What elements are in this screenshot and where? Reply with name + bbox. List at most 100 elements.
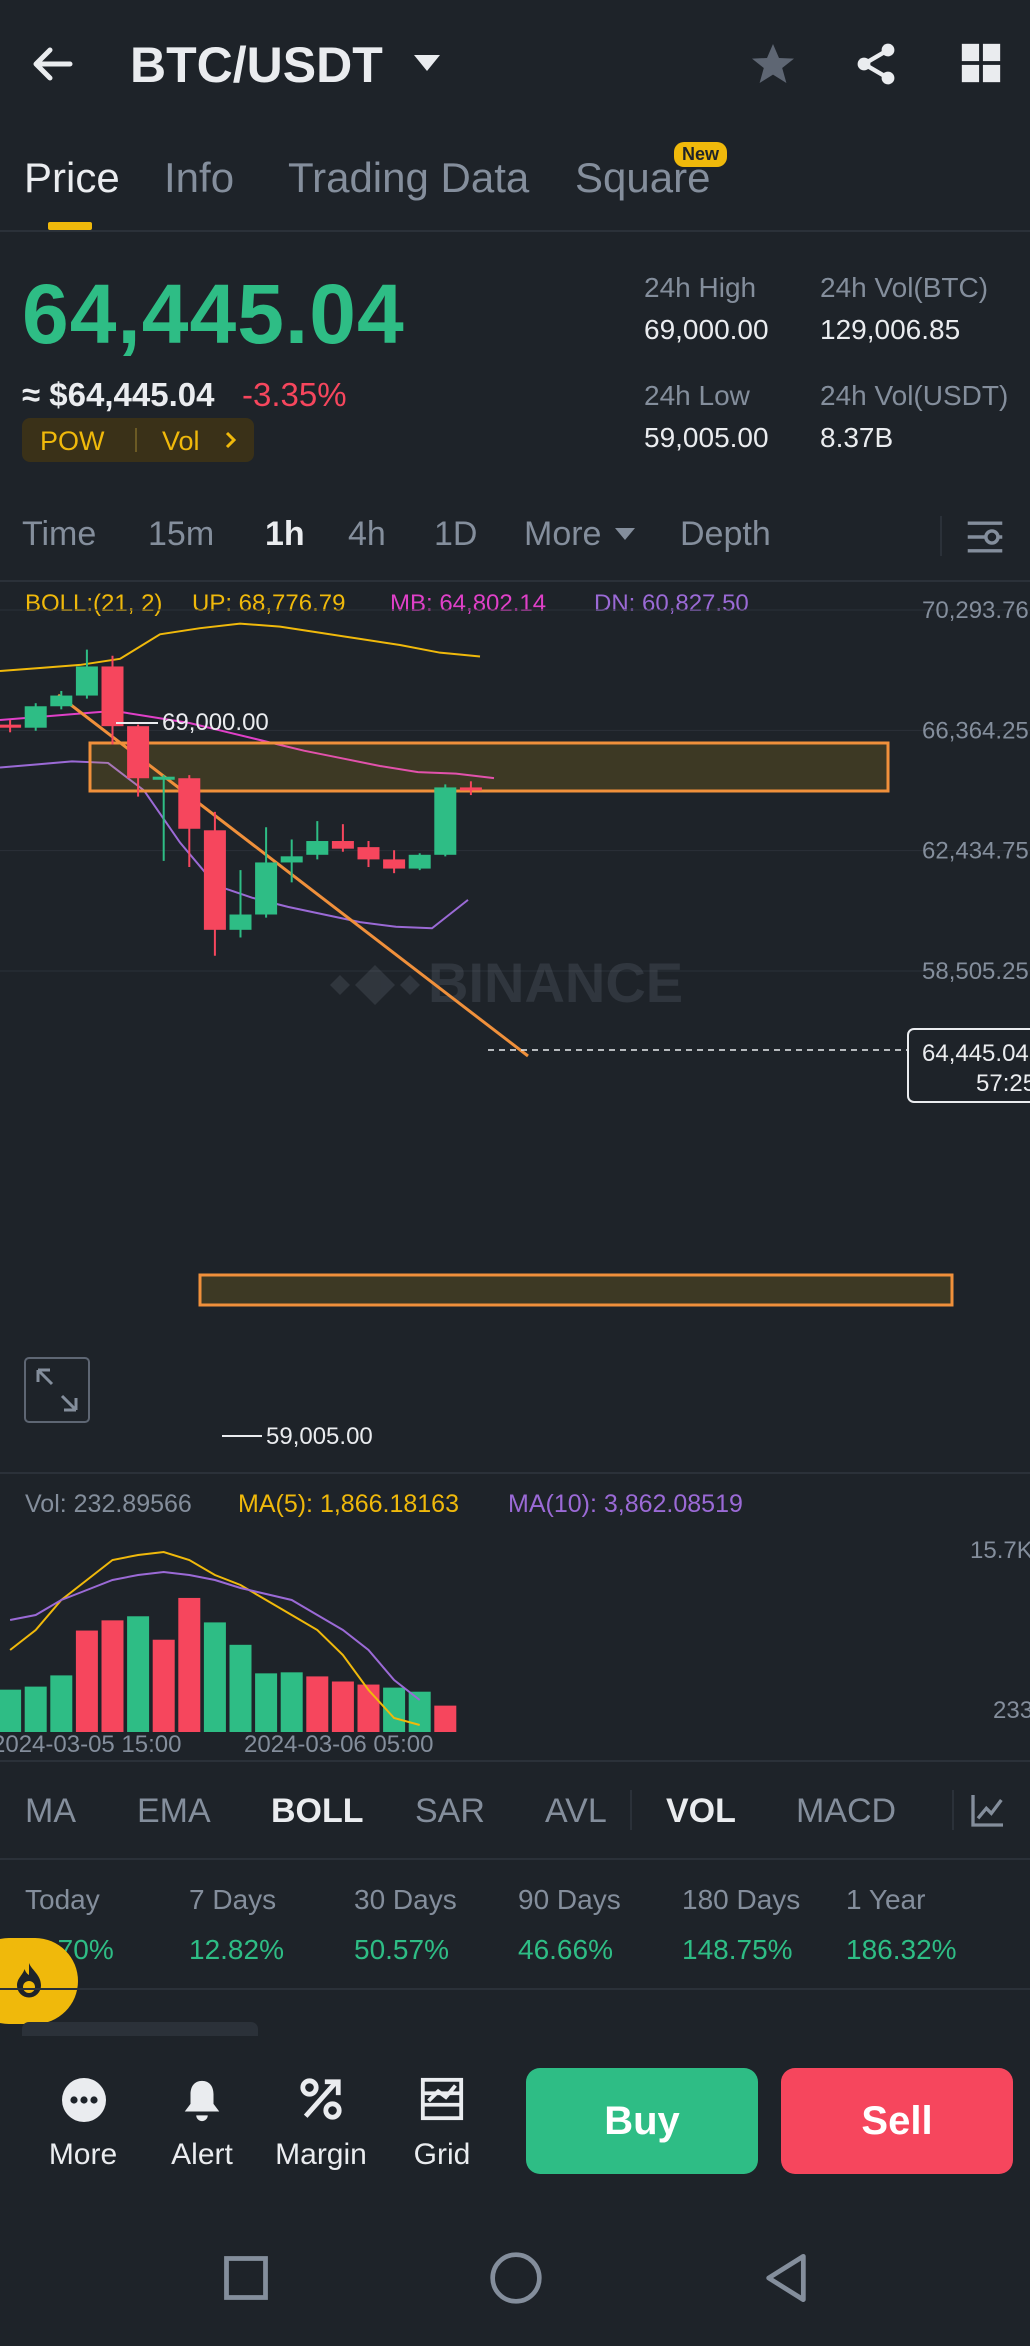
home-icon[interactable] <box>488 2250 544 2306</box>
countdown-label: 57:25 <box>976 1070 1030 1097</box>
back-triangle-icon[interactable] <box>760 2250 812 2306</box>
boll-mb: MB: 64,802.14 <box>390 590 547 617</box>
buy-button[interactable]: Buy <box>526 2068 758 2174</box>
indicator-settings-icon[interactable] <box>968 1790 1008 1830</box>
candle-body <box>0 724 22 728</box>
time-label-2: 2024-03-06 05:00 <box>244 1731 434 1758</box>
candle-body <box>50 695 73 707</box>
vol-axis-bottom: 233 <box>993 1697 1030 1724</box>
new-badge: New <box>674 142 728 167</box>
boll-lower-line <box>0 760 469 930</box>
volume-chart[interactable]: 15.7K 233 2024-03-05 15:00 2024-03-06 05… <box>0 1520 1030 1760</box>
share-icon[interactable] <box>852 40 900 88</box>
back-arrow-icon[interactable] <box>28 40 76 88</box>
section-tabs: Price Info Trading Data Square New <box>0 130 1030 232</box>
grid-bot-icon <box>420 2077 464 2121</box>
grid-label: Grid <box>413 2138 471 2171</box>
volume-bar <box>434 1705 457 1732</box>
boll-upper-line <box>0 622 481 673</box>
candle-body <box>434 787 457 855</box>
indicator-bottom-divider <box>0 1858 1030 1860</box>
floating-promo-button[interactable] <box>0 1938 78 2024</box>
vol-ma10-line <box>9 1570 421 1701</box>
candle-body <box>306 841 329 855</box>
tab-trading-data[interactable]: Trading Data <box>288 154 530 201</box>
volume-bar <box>75 1630 98 1732</box>
resistance-zone[interactable] <box>88 741 890 793</box>
recents-icon[interactable] <box>220 2252 272 2304</box>
volume-bar <box>101 1620 124 1732</box>
boll-label: BOLL:(21, 2) <box>25 590 163 617</box>
bell-icon <box>184 2080 220 2122</box>
candles <box>0 649 482 956</box>
fullscreen-button[interactable] <box>24 1357 90 1423</box>
indicator-vol[interactable]: VOL <box>666 1792 736 1830</box>
price-axis-label: 66,364.25 <box>922 717 1029 744</box>
alert-label: Alert <box>171 2138 233 2171</box>
chart-grid <box>0 609 1030 972</box>
indicator-sar[interactable]: SAR <box>415 1792 485 1830</box>
stat-low: 59,005.00 <box>644 422 769 453</box>
chart-settings-icon[interactable] <box>964 518 1006 556</box>
current-price-label: 64,445.04 <box>922 1040 1029 1067</box>
stat-high-label: 24h High <box>644 272 757 303</box>
indicator-divider-2 <box>952 1790 954 1830</box>
interval-more[interactable]: More <box>524 515 602 553</box>
indicator-boll[interactable]: BOLL <box>271 1792 364 1830</box>
interval-1d[interactable]: 1D <box>434 515 478 553</box>
candle-body <box>255 862 278 915</box>
pair-title[interactable]: BTC/USDT <box>130 37 383 93</box>
perf-value-7d: 12.82% <box>189 1934 284 1965</box>
perf-label-90d: 90 Days <box>518 1884 621 1915</box>
price-axis-label: 70,293.76 <box>922 597 1029 624</box>
star-icon[interactable] <box>748 40 798 88</box>
vol-label: Vol: 232.89566 <box>25 1490 192 1518</box>
tag-strip[interactable]: POW Vol <box>22 418 254 462</box>
perf-value-30d: 50.57% <box>354 1934 449 1965</box>
volume-bar <box>255 1673 278 1732</box>
perf-value-180d: 148.75% <box>682 1934 793 1965</box>
interval-4h[interactable]: 4h <box>348 515 386 553</box>
volume-bar <box>152 1639 175 1732</box>
percent-icon <box>300 2078 342 2120</box>
vol-ma10: MA(10): 3,862.08519 <box>508 1490 743 1518</box>
interval-time[interactable]: Time <box>22 515 97 553</box>
interval-1h[interactable]: 1h <box>265 515 305 553</box>
sell-button[interactable]: Sell <box>781 2068 1013 2174</box>
more-dots-icon <box>62 2078 106 2122</box>
binance-watermark: BINANCE <box>330 951 683 1014</box>
candle-body <box>459 787 482 791</box>
indicator-ema[interactable]: EMA <box>137 1792 211 1830</box>
candle-body <box>229 914 252 930</box>
interval-15m[interactable]: 15m <box>148 515 215 553</box>
candle-body <box>280 856 303 863</box>
support-zone[interactable] <box>198 1273 954 1307</box>
caret-down-icon[interactable] <box>412 52 442 74</box>
perf-label-180d: 180 Days <box>682 1884 801 1915</box>
vol-bottom-divider <box>0 1760 1030 1762</box>
volume-bar <box>127 1616 150 1732</box>
candle-body <box>152 776 175 780</box>
tab-price[interactable]: Price <box>24 154 120 201</box>
watermark-text: BINANCE <box>428 951 683 1014</box>
indicator-ma[interactable]: MA <box>25 1792 76 1830</box>
indicator-macd[interactable]: MACD <box>796 1792 897 1830</box>
more-caret-icon <box>615 528 635 540</box>
high-annotation: 69,000.00 <box>162 709 269 736</box>
volume-bar <box>50 1675 73 1732</box>
drawn-zones[interactable] <box>57 693 954 1307</box>
grid-menu-icon[interactable] <box>958 40 1004 86</box>
perf-label-today: Today <box>25 1884 100 1915</box>
volume-bar <box>383 1687 406 1732</box>
stat-volbtc-label: 24h Vol(BTC) <box>820 272 989 303</box>
vol-ma5-line <box>9 1550 420 1726</box>
current-price-tag[interactable]: 64,445.04 57:25 <box>907 1028 1030 1103</box>
tag-vol: Vol <box>162 426 200 456</box>
indicator-avl[interactable]: AVL <box>545 1792 607 1830</box>
tab-info[interactable]: Info <box>164 154 235 201</box>
interval-depth[interactable]: Depth <box>680 515 771 553</box>
candlestick-chart[interactable]: BINANCE 70,293.76 66,364.25 62,434.75 58,50… <box>0 580 1030 1480</box>
stat-volusdt: 8.37B <box>820 422 894 453</box>
perf-value-90d: 46.66% <box>518 1934 613 1965</box>
price-axis: 70,293.76 66,364.25 62,434.75 58,505.25 <box>922 597 1029 985</box>
